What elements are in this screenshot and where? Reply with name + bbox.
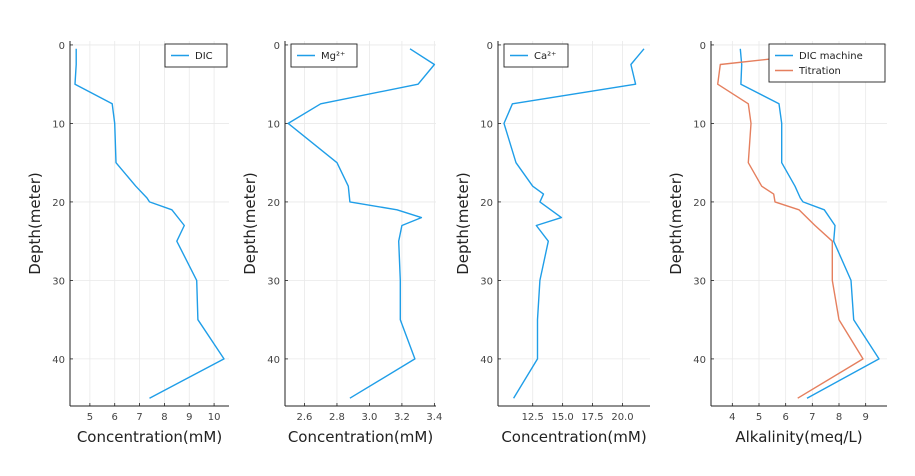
legend-label: Titration xyxy=(798,66,841,77)
x-tick-label: 6 xyxy=(112,412,118,423)
legend: Ca²⁺ xyxy=(503,43,569,68)
legend: DIC machine Titration xyxy=(768,43,886,83)
legend-box xyxy=(768,43,886,83)
x-tick-label: 6 xyxy=(782,412,788,423)
legend: DIC xyxy=(164,43,228,68)
y-tick-label: 30 xyxy=(267,276,280,287)
x-tick-label: 4 xyxy=(729,412,735,423)
y-tick-label: 40 xyxy=(480,355,493,366)
x-tick-label: 17.5 xyxy=(581,412,603,423)
y-tick-label: 20 xyxy=(267,198,280,209)
y-axis-label: Depth(meter) xyxy=(26,172,44,275)
y-tick-label: 0 xyxy=(487,41,493,52)
y-axis-label: Depth(meter) xyxy=(667,172,685,275)
series-line xyxy=(739,48,880,399)
chart-panel-4: 4 5 6 7 8 9 0 10 20 30 40 Alkalinity(meq/L) Depth(me… xyxy=(667,41,887,446)
x-axis-label: Concentration(mM) xyxy=(77,428,222,446)
x-tick-label: 5 xyxy=(87,412,93,423)
legend-label: Ca²⁺ xyxy=(534,51,556,62)
x-tick-label: 8 xyxy=(161,412,167,423)
chart-panel-3: 12.5 15.0 17.5 20.0 0 10 20 30 40 Concentration(m… xyxy=(454,41,650,446)
y-tick-label: 20 xyxy=(480,198,493,209)
x-tick-label: 7 xyxy=(809,412,815,423)
y-axis-label: Depth(meter) xyxy=(241,172,259,275)
y-tick-label: 30 xyxy=(480,276,493,287)
y-tick-label: 20 xyxy=(52,198,65,209)
x-tick-label: 8 xyxy=(836,412,842,423)
x-axis-label: Concentration(mM) xyxy=(501,428,646,446)
chart-panel-1: 5 6 7 8 9 10 0 10 20 30 40 Concentration(mM) Depth(m… xyxy=(26,41,229,446)
x-tick-label: 9 xyxy=(186,412,192,423)
y-tick-label: 10 xyxy=(693,119,706,130)
y-tick-label: 30 xyxy=(52,276,65,287)
y-tick-label: 40 xyxy=(267,355,280,366)
series-line xyxy=(287,48,436,399)
y-tick-label: 10 xyxy=(267,119,280,130)
series-line xyxy=(503,48,645,399)
series-line xyxy=(74,48,225,399)
legend-box xyxy=(164,43,228,68)
y-tick-label: 40 xyxy=(52,355,65,366)
chart-panel-2: 2.6 2.8 3.0 3.2 3.4 0 10 20 30 40 Concentration(mM… xyxy=(241,41,442,446)
y-tick-label: 20 xyxy=(693,198,706,209)
x-tick-label: 2.6 xyxy=(297,412,313,423)
x-tick-label: 5 xyxy=(756,412,762,423)
x-tick-label: 9 xyxy=(862,412,868,423)
y-tick-label: 0 xyxy=(700,41,706,52)
x-tick-label: 3.0 xyxy=(361,412,377,423)
legend: Mg²⁺ xyxy=(290,43,358,68)
x-tick-label: 3.4 xyxy=(426,412,442,423)
y-axis-label: Depth(meter) xyxy=(454,172,472,275)
x-tick-label: 20.0 xyxy=(611,412,633,423)
x-axis-label: Concentration(mM) xyxy=(288,428,433,446)
y-tick-label: 40 xyxy=(693,355,706,366)
x-tick-label: 15.0 xyxy=(551,412,573,423)
y-tick-label: 10 xyxy=(52,119,65,130)
x-tick-label: 12.5 xyxy=(522,412,544,423)
x-tick-label: 10 xyxy=(208,412,221,423)
legend-label: DIC machine xyxy=(799,51,863,62)
series-line xyxy=(717,48,864,399)
y-tick-label: 0 xyxy=(274,41,280,52)
x-axis-label: Alkalinity(meq/L) xyxy=(735,428,862,446)
y-tick-label: 0 xyxy=(59,41,65,52)
legend-label: Mg²⁺ xyxy=(321,51,345,62)
y-tick-label: 10 xyxy=(480,119,493,130)
x-tick-label: 2.8 xyxy=(329,412,345,423)
x-tick-label: 7 xyxy=(136,412,142,423)
x-tick-label: 3.2 xyxy=(394,412,410,423)
legend-box xyxy=(503,43,569,68)
y-tick-label: 30 xyxy=(693,276,706,287)
legend-label: DIC xyxy=(195,51,213,62)
legend-box xyxy=(290,43,358,68)
